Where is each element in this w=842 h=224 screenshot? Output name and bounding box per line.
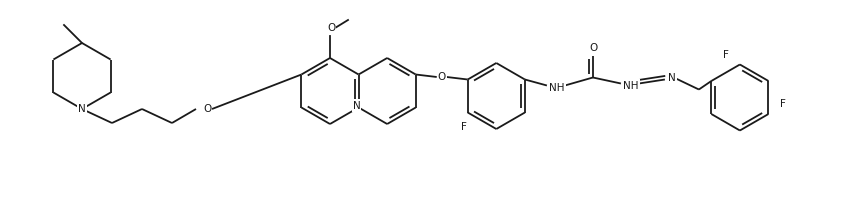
Text: N: N: [668, 73, 676, 82]
Text: F: F: [780, 99, 786, 109]
Text: NH: NH: [623, 80, 638, 90]
Text: O: O: [589, 43, 598, 52]
Text: O: O: [203, 104, 211, 114]
Text: NH: NH: [549, 82, 565, 93]
Text: F: F: [723, 50, 729, 60]
Text: O: O: [327, 23, 335, 33]
Text: N: N: [78, 104, 86, 114]
Text: N: N: [353, 101, 360, 110]
Text: F: F: [461, 121, 466, 131]
Text: O: O: [438, 72, 446, 82]
